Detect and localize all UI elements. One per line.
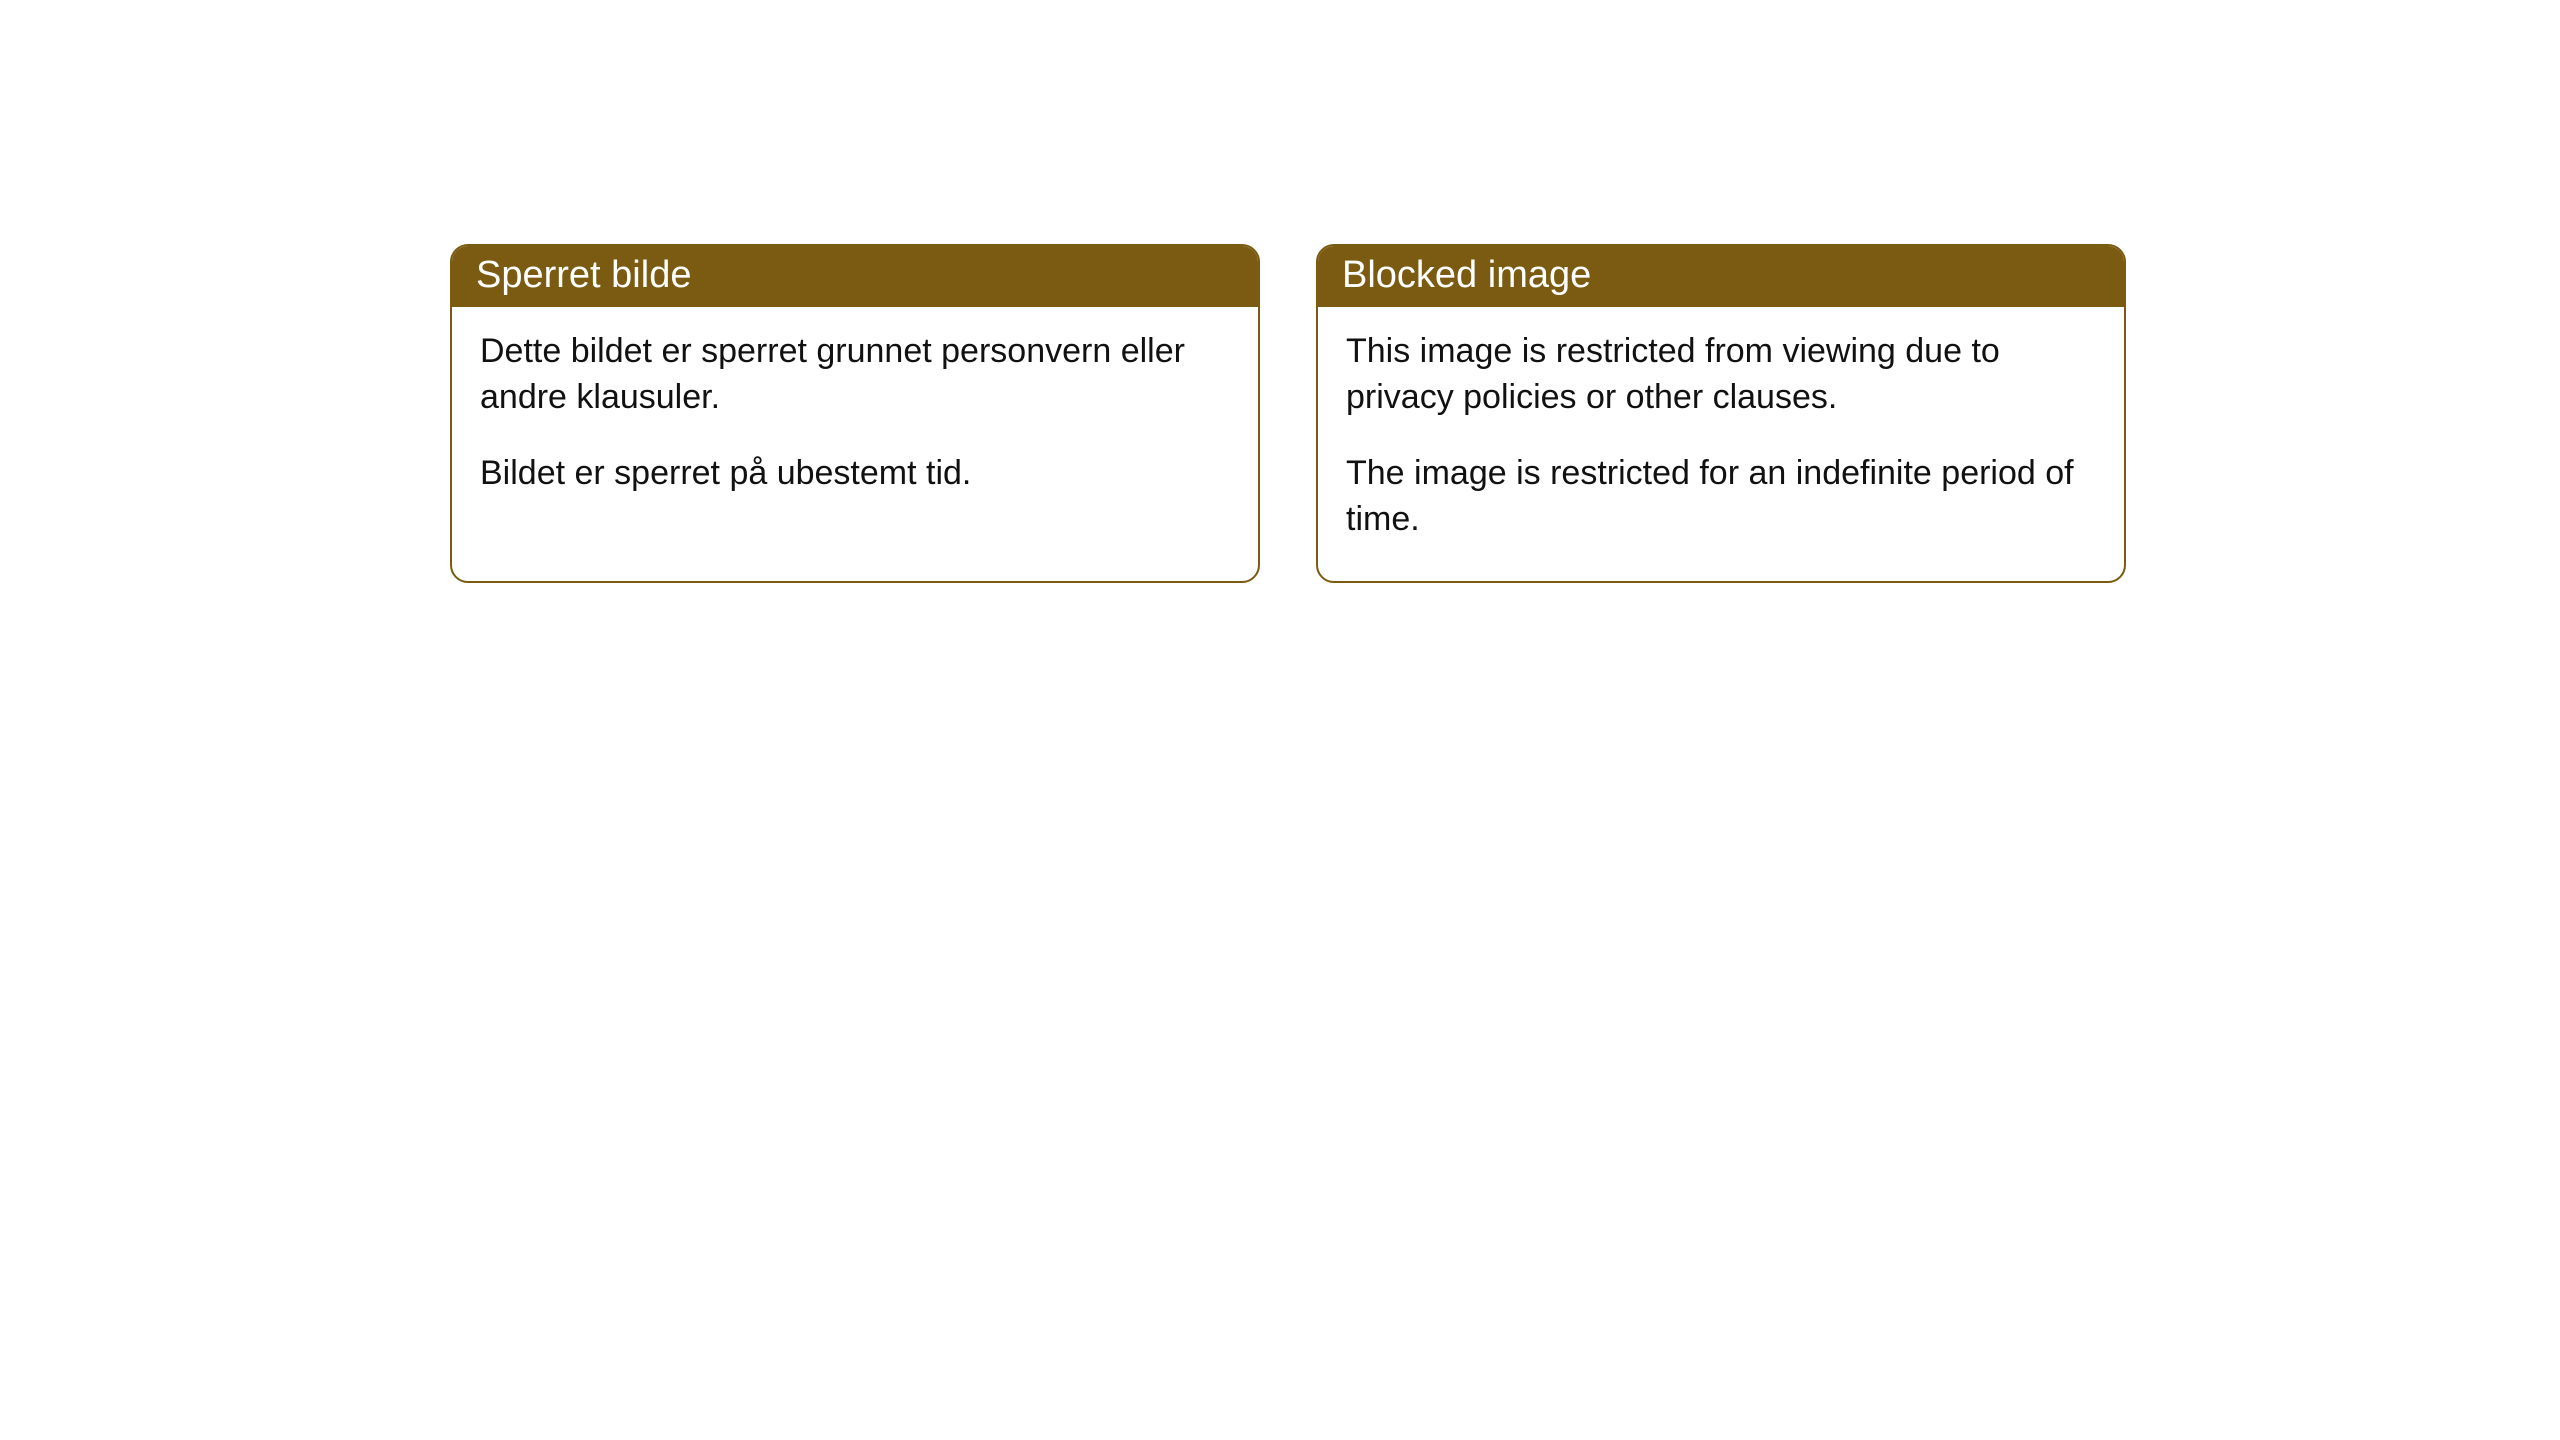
card-body: Dette bildet er sperret grunnet personve…: [452, 307, 1258, 535]
notice-card-english: Blocked image This image is restricted f…: [1316, 244, 2126, 583]
card-paragraph: The image is restricted for an indefinit…: [1346, 451, 2096, 543]
notice-card-norwegian: Sperret bilde Dette bildet er sperret gr…: [450, 244, 1260, 583]
card-body: This image is restricted from viewing du…: [1318, 307, 2124, 581]
card-paragraph: Dette bildet er sperret grunnet personve…: [480, 329, 1230, 421]
notice-cards-container: Sperret bilde Dette bildet er sperret gr…: [450, 244, 2126, 583]
card-header: Blocked image: [1318, 246, 2124, 307]
card-paragraph: Bildet er sperret på ubestemt tid.: [480, 451, 1230, 497]
card-title: Sperret bilde: [476, 254, 691, 296]
card-header: Sperret bilde: [452, 246, 1258, 307]
card-paragraph: This image is restricted from viewing du…: [1346, 329, 2096, 421]
card-title: Blocked image: [1342, 254, 1591, 296]
